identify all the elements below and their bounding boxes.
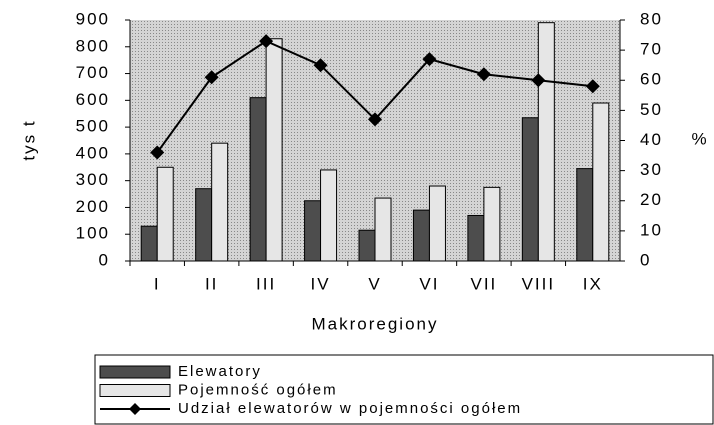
bar [249, 97, 267, 262]
y2-tick-label: 10 [640, 220, 663, 239]
y-tick-label: 100 [76, 224, 110, 243]
legend-box [94, 354, 714, 425]
y2-tick-label: 80 [640, 9, 663, 28]
legend-label: Pojemność ogółem [178, 381, 338, 398]
bar [467, 214, 485, 262]
y-tick-label: 300 [76, 170, 110, 189]
bar [374, 197, 392, 262]
bar [304, 200, 322, 262]
y-axis-label: tys t [19, 119, 38, 160]
bar [576, 168, 594, 262]
bar [483, 186, 501, 262]
y-tick-label: 0 [99, 250, 110, 269]
y-tick-label: 900 [76, 9, 110, 28]
y-tick-label: 500 [76, 117, 110, 136]
y-tick-label: 600 [76, 90, 110, 109]
y-tick-label: 200 [76, 197, 110, 216]
y2-tick-label: 20 [640, 190, 663, 209]
y2-tick-label: 40 [640, 130, 663, 149]
bar [358, 229, 376, 262]
marker [204, 70, 219, 85]
x-tick-label: III [256, 274, 276, 293]
bar [537, 22, 555, 262]
bar [156, 166, 174, 262]
y-tick-label: 400 [76, 143, 110, 162]
y-tick-label: 700 [76, 63, 110, 82]
marker [259, 34, 274, 49]
bar [412, 209, 430, 262]
bar [140, 225, 158, 262]
y2-tick-label: 0 [640, 250, 651, 269]
legend-swatch [99, 365, 171, 379]
marker [150, 145, 165, 160]
y2-tick-label: 60 [640, 70, 663, 89]
marker [585, 79, 600, 94]
bar [428, 185, 446, 262]
marker [313, 58, 328, 73]
x-tick-label: I [154, 274, 161, 293]
x-tick-label: VII [470, 274, 497, 293]
x-tick-label: II [205, 274, 218, 293]
legend-label: Udział elewatorów w pojemności ogółem [178, 400, 522, 417]
bar [265, 38, 283, 262]
x-axis-label: Makroregiony [312, 314, 439, 333]
x-tick-label: VI [419, 274, 439, 293]
y-tick-label: 800 [76, 36, 110, 55]
x-tick-label: V [368, 274, 381, 293]
y2-tick-label: 30 [640, 160, 663, 179]
bar [521, 117, 539, 262]
legend-label: Elewatory [178, 363, 262, 380]
bar [211, 142, 229, 262]
marker [422, 52, 437, 67]
marker [476, 67, 491, 82]
y2-tick-label: 50 [640, 100, 663, 119]
marker [368, 112, 382, 127]
marker [531, 73, 546, 88]
legend-swatch [99, 384, 171, 397]
y2-tick-label: 70 [640, 40, 663, 59]
x-tick-label: VIII [522, 274, 556, 293]
legend-marker [129, 403, 141, 415]
x-tick-label: IX [583, 274, 603, 293]
y2-axis-label: % [691, 129, 708, 148]
bar [195, 188, 213, 262]
bar [592, 102, 610, 262]
x-tick-label: IV [311, 274, 331, 293]
bar [320, 169, 338, 262]
